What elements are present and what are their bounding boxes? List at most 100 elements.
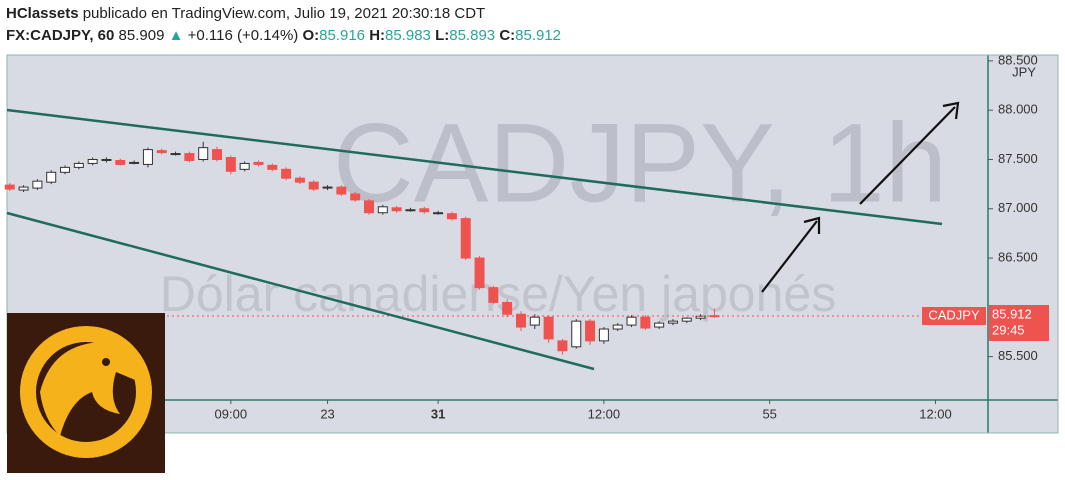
chart-frame — [6, 54, 1059, 434]
candle-body — [598, 328, 609, 342]
symbol: FX:CADJPY, 60 — [6, 27, 115, 44]
x-tick-label: 12:00 — [588, 406, 621, 421]
up-arrow: ▲ — [168, 27, 184, 44]
candle-body — [364, 200, 375, 214]
candle-body — [391, 207, 402, 212]
trend-line — [6, 211, 595, 371]
price-tag: CADJPY — [928, 307, 980, 322]
y-tick-label: 88.000 — [998, 102, 1038, 117]
published: publicado en TradingView.com, Julio 19, … — [82, 5, 486, 22]
y-tick-label: 88.500 — [998, 52, 1038, 67]
candle-body — [239, 162, 250, 170]
candle-body — [170, 153, 181, 156]
c-label: C: — [499, 27, 516, 44]
author: HClassets — [6, 5, 79, 22]
l-label: L: — [435, 27, 450, 44]
logo — [7, 313, 165, 473]
candle-body — [543, 316, 554, 340]
price-label: 85.912 — [992, 306, 1032, 321]
countdown: 29:45 — [992, 322, 1025, 337]
candle-body — [73, 162, 84, 168]
candle-body — [198, 147, 209, 160]
candle-body — [571, 320, 582, 348]
candle-body — [267, 164, 278, 170]
header-line-2: FX:CADJPY, 60 85.909 ▲ +0.116 (+0.14%) O… — [6, 27, 561, 44]
arrows — [761, 101, 960, 293]
candle-body — [101, 158, 112, 161]
x-tick-label: 12:00 — [919, 406, 952, 421]
chart-background — [7, 55, 1058, 433]
arrow-head — [803, 216, 821, 234]
y-tick-label: 86.500 — [998, 249, 1038, 264]
header-line-1: HClassets publicado en TradingView.com, … — [6, 5, 485, 22]
candle-body — [212, 149, 223, 160]
x-tick-label: 09:00 — [215, 406, 248, 421]
plot — [4, 141, 988, 355]
price-tag-box — [922, 307, 986, 326]
candle-body — [474, 257, 485, 289]
x-tick-label: 23 — [320, 406, 334, 421]
candle-body — [529, 316, 540, 326]
candle-body — [626, 316, 637, 326]
candle-body — [502, 301, 513, 315]
h-value: 85.983 — [385, 27, 431, 44]
y-tick-label: 85.500 — [998, 348, 1038, 363]
candle-body — [225, 157, 236, 172]
watermark: CADJPY, 1h — [333, 101, 947, 226]
o-value: 85.916 — [319, 27, 366, 44]
arrow — [761, 220, 818, 293]
candle-body — [405, 209, 416, 212]
price-label-box — [989, 305, 1049, 342]
arrow — [859, 106, 956, 205]
candle-body — [281, 168, 292, 179]
x-tick-label: 55 — [762, 406, 776, 421]
candle-body — [87, 158, 98, 164]
candle-body — [640, 316, 651, 329]
candle-body — [350, 193, 361, 201]
last-price: 85.909 — [118, 27, 165, 44]
candle-body — [156, 150, 167, 154]
candle-body — [695, 315, 706, 319]
candle-body — [18, 186, 29, 191]
candle-body — [460, 218, 471, 259]
logo-eagle — [40, 342, 140, 436]
candle-body — [654, 322, 665, 328]
currency: JPY — [1012, 64, 1036, 79]
candle-body — [253, 161, 264, 165]
candle-body — [433, 212, 444, 215]
candle-body — [667, 320, 678, 324]
change: +0.116 (+0.14%) — [187, 27, 299, 44]
candle-body — [585, 320, 596, 342]
y-tick-label: 87.500 — [998, 151, 1038, 166]
candle-body — [4, 184, 15, 190]
h-label: H: — [369, 27, 386, 44]
candle-body — [419, 208, 430, 213]
l-value: 85.893 — [449, 27, 496, 44]
candle-body — [308, 181, 319, 190]
candle-body — [612, 324, 623, 330]
candle-body — [446, 213, 457, 220]
candle-body — [129, 161, 140, 164]
arrow-head — [942, 101, 960, 120]
candle-body — [60, 166, 71, 173]
candle-body — [294, 177, 305, 183]
candle-body — [32, 180, 43, 189]
x-tick-label: 31 — [431, 406, 445, 421]
c-value: 85.912 — [515, 27, 562, 44]
o-label: O: — [302, 27, 320, 44]
candle-body — [557, 340, 568, 352]
candle-body — [488, 287, 499, 303]
candle-body — [515, 313, 526, 328]
candle-body — [336, 186, 347, 195]
candle-body — [46, 171, 57, 183]
candle-body — [681, 317, 692, 322]
y-tick-label: 87.000 — [998, 200, 1038, 215]
candle-body — [115, 159, 126, 165]
logo-eye — [102, 358, 110, 366]
trend-line — [6, 108, 943, 226]
candle-body — [142, 149, 153, 165]
candle-body — [184, 153, 195, 161]
candle-body — [322, 186, 333, 189]
